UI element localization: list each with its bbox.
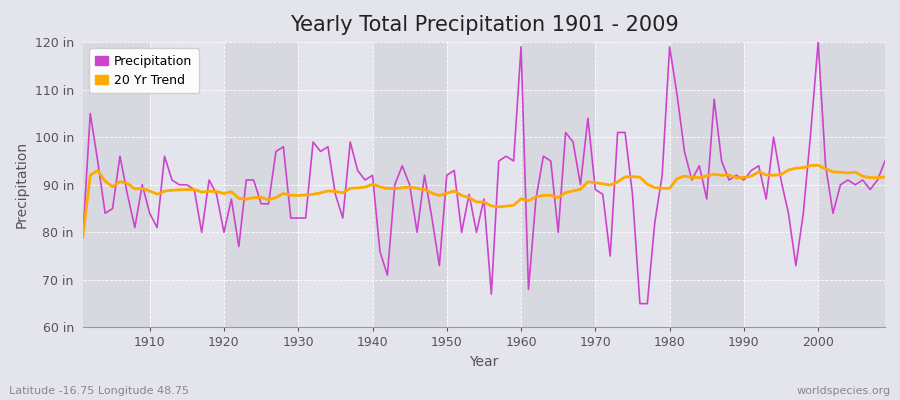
Precipitation [634,301,645,306]
Precipitation [605,254,616,258]
Bar [744,42,818,328]
20 Yr Trend [605,183,616,188]
20 Yr Trend [77,235,88,240]
Bar [76,42,149,328]
Precipitation [301,216,311,220]
20 Yr Trend [137,186,148,191]
Precipitation [879,158,890,163]
Precipitation [137,182,148,187]
Bar [298,42,373,328]
Y-axis label: Precipitation: Precipitation [15,141,29,228]
Bar [670,42,744,328]
Text: worldspecies.org: worldspecies.org [796,386,891,396]
Title: Yearly Total Precipitation 1901 - 2009: Yearly Total Precipitation 1901 - 2009 [290,15,679,35]
Line: Precipitation: Precipitation [83,42,885,304]
Legend: Precipitation, 20 Yr Trend: Precipitation, 20 Yr Trend [89,48,199,93]
Precipitation [345,140,356,144]
Bar [224,42,298,328]
Precipitation [813,40,824,44]
20 Yr Trend [508,203,519,208]
20 Yr Trend [301,192,311,197]
X-axis label: Year: Year [469,355,499,369]
Bar [595,42,670,328]
20 Yr Trend [516,196,526,201]
Bar [521,42,595,328]
20 Yr Trend [813,163,824,168]
Bar [373,42,446,328]
Bar [893,42,900,328]
Precipitation [516,44,526,49]
20 Yr Trend [879,174,890,179]
Text: Latitude -16.75 Longitude 48.75: Latitude -16.75 Longitude 48.75 [9,386,189,396]
Precipitation [508,158,519,163]
20 Yr Trend [345,186,356,191]
Bar [818,42,893,328]
Bar [446,42,521,328]
Line: 20 Yr Trend: 20 Yr Trend [83,165,885,237]
Precipitation [77,235,88,240]
Bar [149,42,224,328]
